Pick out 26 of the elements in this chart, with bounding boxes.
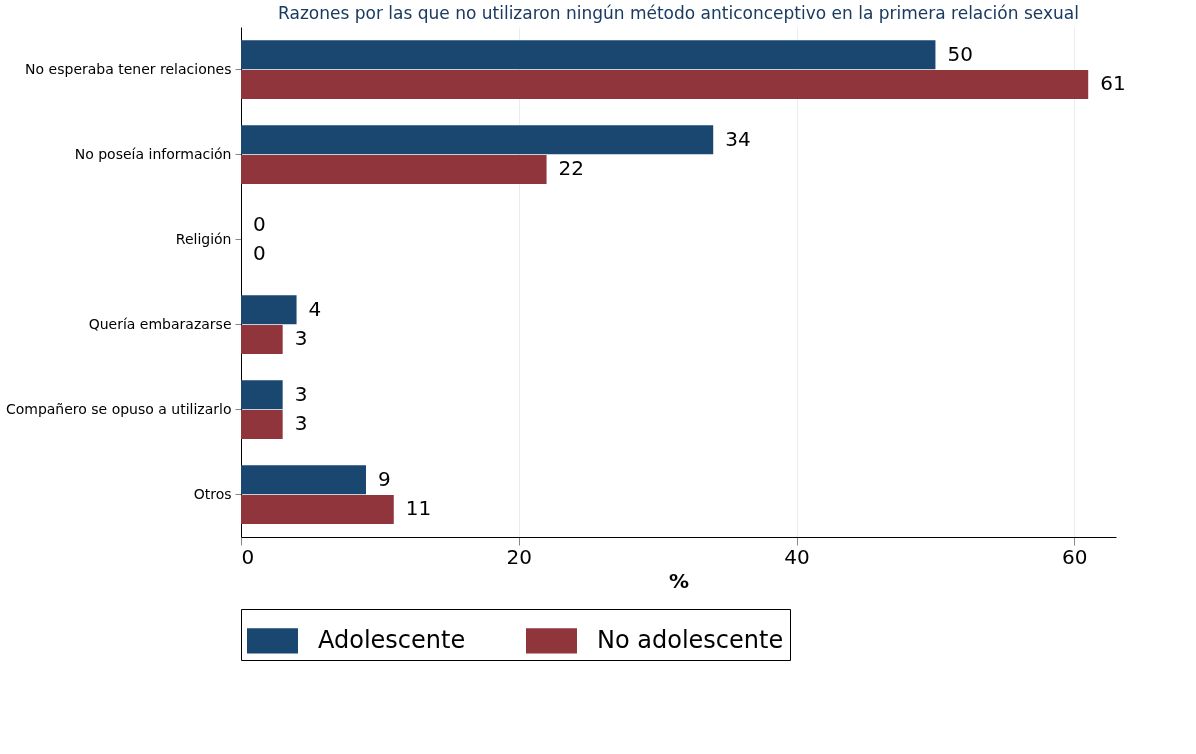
data-label: 3 — [294, 381, 308, 406]
y-tick-label: Religión — [175, 230, 232, 247]
x-tick-label: 20 — [506, 544, 532, 569]
data-label: 0 — [253, 241, 266, 266]
data-label: 3 — [294, 326, 308, 351]
chart-title: Razones por las que no utilizaron ningún método anticonceptivo en la primera relación sexual — [278, 3, 1079, 23]
data-label: 22 — [558, 156, 585, 181]
data-label: 50 — [947, 41, 973, 66]
y-tick-label: No poseía información — [74, 145, 232, 162]
data-label: 34 — [725, 126, 751, 151]
x-tick-label: 60 — [1062, 544, 1088, 569]
x-tick-label: 0 — [241, 544, 255, 569]
y-tick-label: Otros — [193, 485, 232, 502]
data-label: 3 — [294, 411, 308, 436]
data-label: 0 — [253, 211, 266, 236]
data-label: 9 — [378, 466, 391, 491]
x-tick-label: 40 — [784, 544, 810, 569]
data-label: 11 — [405, 496, 432, 521]
data-label: 61 — [1100, 71, 1126, 96]
x-axis-title: % — [668, 568, 690, 593]
legend-label: No adolescente — [597, 625, 784, 654]
y-tick-label: Compañero se opuso a utilizarlo — [5, 400, 232, 417]
legend-label: Adolescente — [318, 625, 466, 654]
y-tick-label: Quería embarazarse — [88, 315, 232, 332]
data-label: 4 — [308, 296, 322, 321]
y-tick-label: No esperaba tener relaciones — [25, 60, 232, 77]
